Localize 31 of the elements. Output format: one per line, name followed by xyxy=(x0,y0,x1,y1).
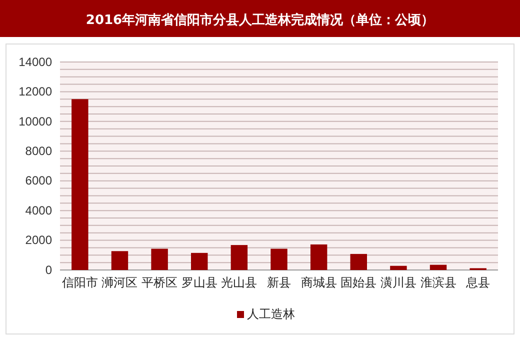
chart-title: 2016年河南省信阳市分县人工造林完成情况（单位：公顷） xyxy=(86,12,434,28)
bar xyxy=(350,254,367,270)
x-tick-label: 新县 xyxy=(267,276,291,290)
bar xyxy=(390,266,407,270)
x-tick-label: 平桥区 xyxy=(142,276,178,290)
y-tick-label: 8000 xyxy=(25,144,52,158)
x-tick-label: 罗山县 xyxy=(181,276,218,290)
x-tick-label: 固始县 xyxy=(340,276,377,290)
x-tick-label: 商城县 xyxy=(300,276,337,290)
y-tick-label: 0 xyxy=(45,262,52,277)
y-tick-label: 4000 xyxy=(25,203,52,218)
bar xyxy=(72,99,88,270)
y-tick-label: 12000 xyxy=(18,84,52,99)
y-tick-label: 2000 xyxy=(25,233,52,248)
bar xyxy=(230,245,248,270)
bar xyxy=(151,248,168,270)
y-tick-label: 6000 xyxy=(25,174,52,188)
bar xyxy=(430,264,447,270)
x-tick-label: 淮滨县 xyxy=(420,276,456,290)
bar xyxy=(270,248,288,270)
x-tick-label: 光山县 xyxy=(221,276,258,290)
bar xyxy=(191,252,208,270)
x-tick-label: 息县 xyxy=(465,276,490,290)
bar xyxy=(310,244,328,270)
y-tick-label: 10000 xyxy=(18,114,52,128)
legend-label: 人工造林 xyxy=(247,307,295,321)
y-tick-label: 14000 xyxy=(18,54,52,69)
x-tick-label: 潢川县 xyxy=(380,276,416,290)
bar xyxy=(111,251,128,270)
x-tick-label: 浉河区 xyxy=(102,276,138,290)
x-tick-label: 信阳市 xyxy=(62,276,98,290)
